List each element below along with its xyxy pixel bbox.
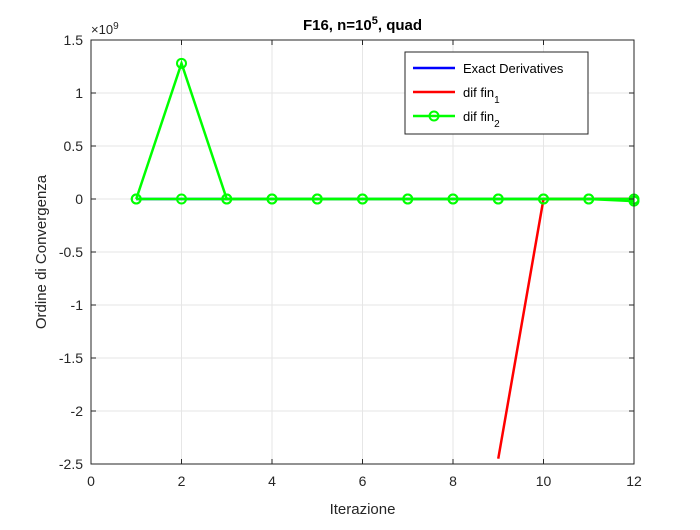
series-4-point [221, 193, 233, 205]
x-tick-label: 6 [359, 473, 367, 489]
y-axis-multiplier-base: ×10 [91, 22, 113, 37]
x-tick-label: 12 [626, 473, 642, 489]
y-tick-label: -1 [71, 297, 84, 313]
legend-entry-label: dif fin1 [463, 85, 500, 106]
ticks: 0 2 4 6 8 10 12 -2.5 -2 -1.5 -1 -0.5 0 0.5 1 1.5 [59, 32, 642, 489]
series-2-line [497, 197, 634, 459]
series-layer [130, 57, 640, 459]
legend-marker [428, 110, 440, 122]
y-tick-label: 1.5 [64, 32, 84, 48]
series-4-line [136, 197, 635, 203]
chart-title: F16, n=105, quad [303, 15, 422, 34]
chart-title-exponent: 5 [372, 15, 378, 27]
x-tick-label: 2 [178, 473, 186, 489]
y-axis-label: Ordine di Convergenza [33, 174, 50, 329]
series-4-point [447, 193, 459, 205]
series-4-point [266, 193, 278, 205]
legend-entry-label: dif fin2 [463, 109, 500, 130]
legend-entry-label: Exact Derivatives [463, 61, 564, 76]
y-tick-label: 0 [75, 191, 83, 207]
y-tick-label: 0.5 [64, 138, 84, 154]
y-tick-label: -2 [71, 403, 84, 419]
legend: Exact Derivatives dif fin1 dif fin2 [404, 51, 589, 135]
series-4-point [402, 193, 414, 205]
series-4-point [357, 193, 368, 205]
x-tick-label: 10 [536, 473, 552, 489]
series-4-point [130, 193, 142, 205]
series-4-point [311, 193, 323, 205]
chart-title-prefix: F16, n=10 [303, 17, 372, 34]
series-4-point [492, 193, 504, 205]
series-4-point [583, 193, 595, 205]
y-axis-multiplier-exponent: 9 [113, 21, 119, 32]
y-tick-label: -0.5 [59, 244, 83, 260]
x-tick-label: 4 [268, 473, 276, 489]
chart-title-suffix: , quad [378, 17, 422, 34]
y-tick-label: 1 [75, 85, 83, 101]
x-tick-label: 8 [449, 473, 457, 489]
series-4-point [538, 193, 549, 205]
y-tick-label: -1.5 [59, 350, 83, 366]
x-axis-label: Iterazione [330, 501, 396, 518]
series-3-point [176, 57, 187, 69]
series-4-point [176, 193, 187, 205]
y-axis-multiplier: ×109 [91, 21, 119, 38]
x-tick-label: 0 [87, 473, 95, 489]
y-tick-label: -2.5 [59, 456, 83, 472]
